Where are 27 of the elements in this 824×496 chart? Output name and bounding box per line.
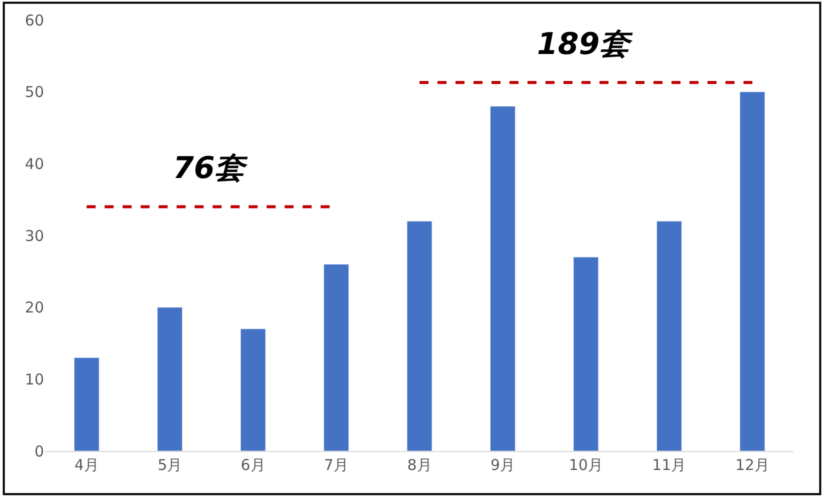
bar bbox=[406, 220, 432, 451]
x-tick-label: 10月 bbox=[568, 456, 603, 474]
y-tick-label: 50 bbox=[24, 83, 44, 102]
x-tick-label: 12月 bbox=[735, 456, 770, 474]
y-tick-label: 60 bbox=[24, 11, 44, 30]
annotation: 76套 bbox=[173, 151, 249, 186]
bar bbox=[324, 264, 350, 451]
x-tick-label: 11月 bbox=[652, 456, 686, 474]
x-tick-label: 8月 bbox=[407, 456, 432, 474]
x-tick-label: 7月 bbox=[324, 456, 349, 474]
y-tick-label: 10 bbox=[24, 370, 44, 388]
y-tick-label: 20 bbox=[24, 298, 44, 317]
bar bbox=[740, 92, 766, 451]
y-tick-label: 0 bbox=[34, 442, 44, 460]
bar bbox=[490, 106, 516, 451]
bar bbox=[74, 357, 100, 451]
bar bbox=[656, 220, 682, 451]
bar bbox=[573, 256, 599, 451]
x-tick-label: 5月 bbox=[158, 456, 182, 474]
annotation: 189套 bbox=[537, 27, 634, 62]
bar bbox=[240, 328, 266, 451]
y-tick-label: 30 bbox=[24, 226, 44, 245]
x-tick-label: 4月 bbox=[74, 456, 99, 474]
x-tick-label: 9月 bbox=[490, 456, 515, 474]
x-tick-label: 6月 bbox=[240, 456, 266, 474]
bar bbox=[157, 307, 183, 451]
y-tick-label: 40 bbox=[24, 154, 44, 173]
